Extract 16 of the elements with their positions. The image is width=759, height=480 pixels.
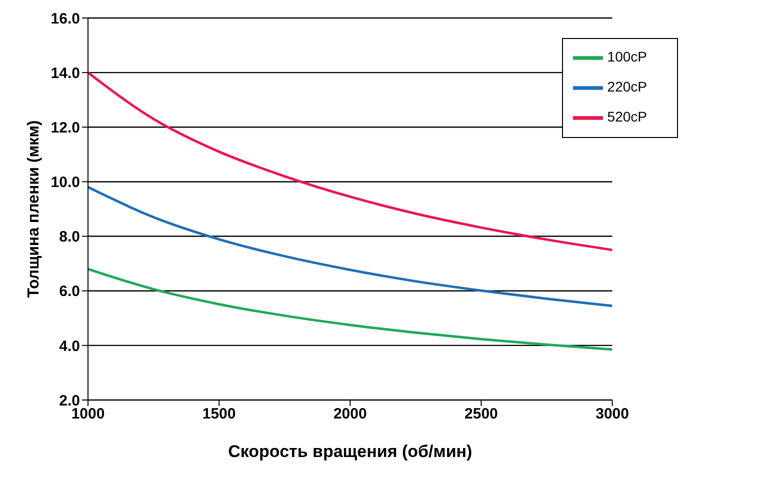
- legend-label: 220cP: [607, 78, 647, 95]
- legend-label: 520cP: [607, 108, 647, 125]
- x-tick-label: 1500: [202, 406, 236, 423]
- y-tick-label: 12.0: [50, 119, 80, 136]
- y-tick-label: 6.0: [59, 283, 80, 300]
- x-tick-label: 2000: [333, 406, 367, 423]
- y-axis-title: Толщина пленки (мкм): [26, 120, 43, 298]
- x-axis-title: Скорость вращения (об/мин): [228, 442, 472, 462]
- y-tick-label: 8.0: [59, 228, 80, 246]
- y-tick-label: 4.0: [59, 338, 80, 355]
- legend-label: 100cP: [607, 48, 647, 65]
- y-tick-label: 14.0: [50, 64, 80, 82]
- x-tick-label: 3000: [596, 406, 629, 423]
- y-tick-label: 10.0: [50, 174, 80, 192]
- x-tick-label: 2500: [464, 406, 498, 423]
- y-tick-label: 16.0: [50, 10, 80, 28]
